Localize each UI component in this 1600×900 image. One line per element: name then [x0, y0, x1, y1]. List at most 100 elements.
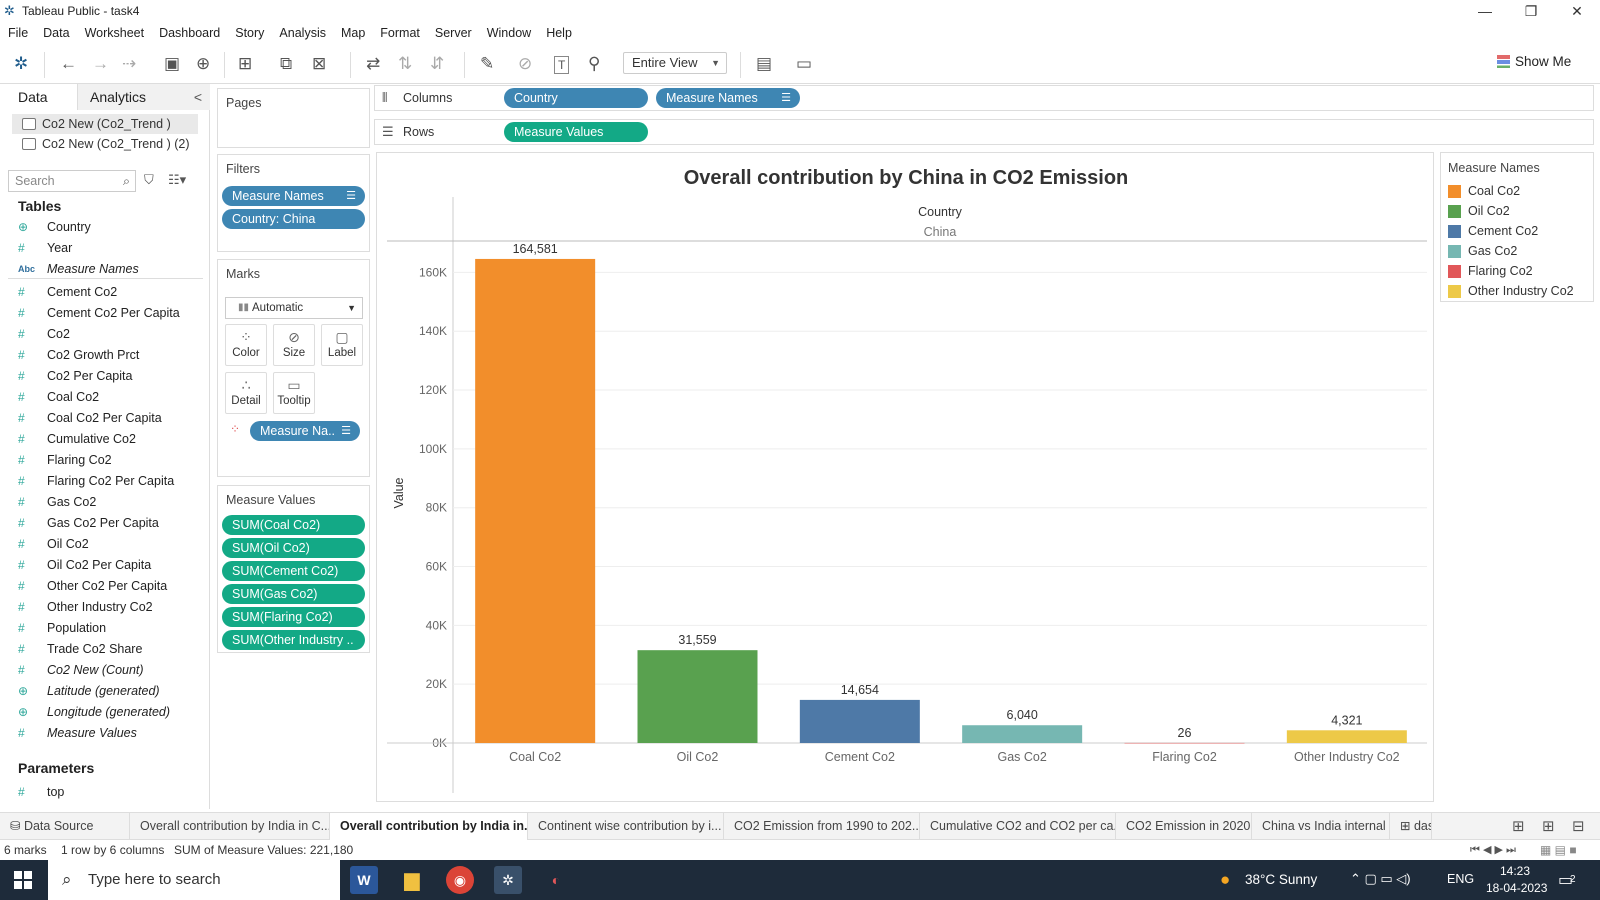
minimize-icon[interactable]: —	[1478, 3, 1492, 19]
tab-data[interactable]: Data	[0, 84, 78, 110]
sort-asc-icon[interactable]: ⇅	[398, 54, 413, 73]
color-legend[interactable]: Measure Names Coal Co2 Oil Co2 Cement Co2 G…	[1440, 152, 1594, 302]
measure-field[interactable]: # Measure Values	[18, 723, 203, 743]
measure-value-pill[interactable]: SUM(Flaring Co2)	[222, 607, 365, 627]
labels-icon[interactable]: T	[554, 56, 570, 74]
view-toggle-icon[interactable]: ▦ ▤ ■	[1540, 843, 1577, 857]
tray-icons[interactable]: ⌃ ▢ ▭ ◁)	[1350, 871, 1411, 886]
tab-analytics[interactable]: Analytics <	[78, 84, 210, 110]
mark-type-dropdown[interactable]: ▮▮ Automatic ▼	[225, 297, 363, 319]
bar-chart[interactable]: CountryChina0K20K40K60K80K100K120K140K16…	[377, 153, 1435, 803]
sheet-tab[interactable]: Overall contribution by India in C...	[130, 813, 330, 840]
bar[interactable]	[637, 650, 758, 743]
chart-view[interactable]: Overall contribution by China in CO2 Emi…	[376, 152, 1434, 802]
filter-fields-icon[interactable]: ⛉	[144, 172, 154, 187]
columns-pill[interactable]: Country	[504, 88, 648, 108]
weather-text[interactable]: 38°C Sunny	[1245, 872, 1318, 887]
menu-server[interactable]: Server	[434, 26, 472, 40]
measure-field[interactable]: # Coal Co2	[18, 387, 203, 407]
redo-icon[interactable]: →	[92, 54, 109, 73]
legend-item[interactable]: Cement Co2	[1448, 221, 1538, 241]
paint-icon[interactable]: ◐	[551, 872, 561, 888]
measure-field[interactable]: # Oil Co2 Per Capita	[18, 555, 203, 575]
language-indicator[interactable]: ENG	[1447, 872, 1475, 886]
measure-field[interactable]: ⊕ Latitude (generated)	[18, 681, 203, 701]
tableau-taskbar-icon[interactable]: ✲	[494, 866, 522, 894]
legend-item[interactable]: Oil Co2	[1448, 201, 1510, 221]
measure-value-pill[interactable]: SUM(Coal Co2)	[222, 515, 365, 535]
menu-story[interactable]: Story	[235, 26, 265, 40]
sheet-tab[interactable]: ⊞ dash	[1390, 813, 1432, 840]
restore-icon[interactable]: ❐	[1524, 3, 1538, 19]
presentation-icon[interactable]: ▭	[796, 54, 813, 73]
measure-field[interactable]: # Oil Co2	[18, 534, 203, 554]
menu-file[interactable]: File	[8, 26, 29, 40]
view-options-icon[interactable]: ☷▾	[168, 172, 187, 187]
duplicate-icon[interactable]: ⧉	[280, 54, 293, 73]
measure-value-pill[interactable]: SUM(Cement Co2)	[222, 561, 365, 581]
marks-card[interactable]: Marks ▮▮ Automatic ▼ ⁘ Color ⊘ Size ▢ Label ∴…	[217, 259, 370, 477]
tableau-home-icon[interactable]: ✲	[14, 54, 29, 73]
bar[interactable]	[1286, 730, 1407, 743]
measure-field[interactable]: # Flaring Co2	[18, 450, 203, 470]
measure-values-card[interactable]: Measure Values SUM(Coal Co2) SUM(Oil Co2)…	[217, 485, 370, 653]
column-header-value[interactable]: China	[924, 225, 957, 239]
menu-map[interactable]: Map	[340, 26, 366, 40]
bar[interactable]	[475, 258, 596, 743]
measure-field[interactable]: # Coal Co2 Per Capita	[18, 408, 203, 428]
group-icon[interactable]: ⊘	[518, 54, 533, 73]
bar[interactable]	[962, 725, 1083, 743]
new-dashboard-tab-icon[interactable]: ⊞	[1542, 818, 1555, 835]
new-worksheet-icon[interactable]: ⊞	[238, 54, 253, 73]
menu-data[interactable]: Data	[43, 26, 70, 40]
tooltip-button[interactable]: ▭ Tooltip	[273, 372, 315, 414]
taskbar-search-input[interactable]: ⌕ Type here to search	[48, 860, 340, 900]
pages-card[interactable]: Pages	[217, 88, 370, 148]
new-story-tab-icon[interactable]: ⊟	[1572, 818, 1585, 835]
measure-field[interactable]: # Co2 Per Capita	[18, 366, 203, 386]
measure-field[interactable]: # Flaring Co2 Per Capita	[18, 471, 203, 491]
clock-time[interactable]: 14:23	[1500, 864, 1531, 878]
notification-icon[interactable]: ▭	[1558, 872, 1574, 889]
size-button[interactable]: ⊘ Size	[273, 324, 315, 366]
x-tick-label[interactable]: Oil Co2	[677, 750, 719, 764]
chrome-icon[interactable]: ◉	[446, 866, 474, 894]
measure-field[interactable]: # Co2 Growth Prct	[18, 345, 203, 365]
clock-date[interactable]: 18-04-2023	[1486, 881, 1548, 895]
sheet-nav-icon[interactable]: ⏮ ◀ ▶ ⏭	[1470, 844, 1516, 856]
filter-pill[interactable]: Country: China	[222, 209, 365, 229]
x-tick-label[interactable]: Other Industry Co2	[1294, 750, 1400, 764]
columns-shelf[interactable]: ⫴ Columns Country Measure Names ☰	[374, 85, 1594, 111]
cards-icon[interactable]: ▤	[756, 54, 773, 73]
sheet-tab[interactable]: CO2 Emission from 1990 to 202...	[724, 813, 920, 840]
measure-field[interactable]: # Co2	[18, 324, 203, 344]
measure-field[interactable]: ⊕ Longitude (generated)	[18, 702, 203, 722]
measure-value-pill[interactable]: SUM(Other Industry ..	[222, 630, 365, 650]
measure-field[interactable]: # Gas Co2	[18, 492, 203, 512]
x-tick-label[interactable]: Coal Co2	[509, 750, 561, 764]
datasource-item[interactable]: Co2 New (Co2_Trend ) (2)	[12, 134, 198, 154]
measure-field[interactable]: # Cement Co2	[18, 282, 203, 302]
highlight-icon[interactable]: ✎	[480, 54, 495, 73]
dimension-field[interactable]: ⊕ Country	[18, 217, 203, 237]
fit-dropdown[interactable]: Entire View ▼	[623, 52, 727, 74]
data-source-tab[interactable]: ⛁ Data Source	[0, 813, 130, 840]
rows-shelf[interactable]: ☰ Rows Measure Values	[374, 119, 1594, 145]
color-pill[interactable]: Measure Na.. ☰	[250, 421, 360, 441]
legend-item[interactable]: Coal Co2	[1448, 181, 1520, 201]
new-datasource-icon[interactable]: ⊕	[196, 54, 211, 73]
measure-value-pill[interactable]: SUM(Gas Co2)	[222, 584, 365, 604]
measure-field[interactable]: # Cumulative Co2	[18, 429, 203, 449]
file-explorer-icon[interactable]: ▆	[404, 869, 420, 891]
x-tick-label[interactable]: Cement Co2	[825, 750, 895, 764]
close-icon[interactable]: ✕	[1571, 3, 1583, 19]
collapse-pane-icon[interactable]: <	[193, 89, 202, 105]
rows-pill[interactable]: Measure Values	[504, 122, 648, 142]
measure-value-pill[interactable]: SUM(Oil Co2)	[222, 538, 365, 558]
label-button[interactable]: ▢ Label	[321, 324, 363, 366]
bar[interactable]	[1124, 742, 1245, 744]
undo-icon[interactable]: ←	[60, 54, 77, 73]
color-button[interactable]: ⁘ Color	[225, 324, 267, 366]
measure-field[interactable]: # Co2 New (Count)	[18, 660, 203, 680]
measure-field[interactable]: # Trade Co2 Share	[18, 639, 203, 659]
